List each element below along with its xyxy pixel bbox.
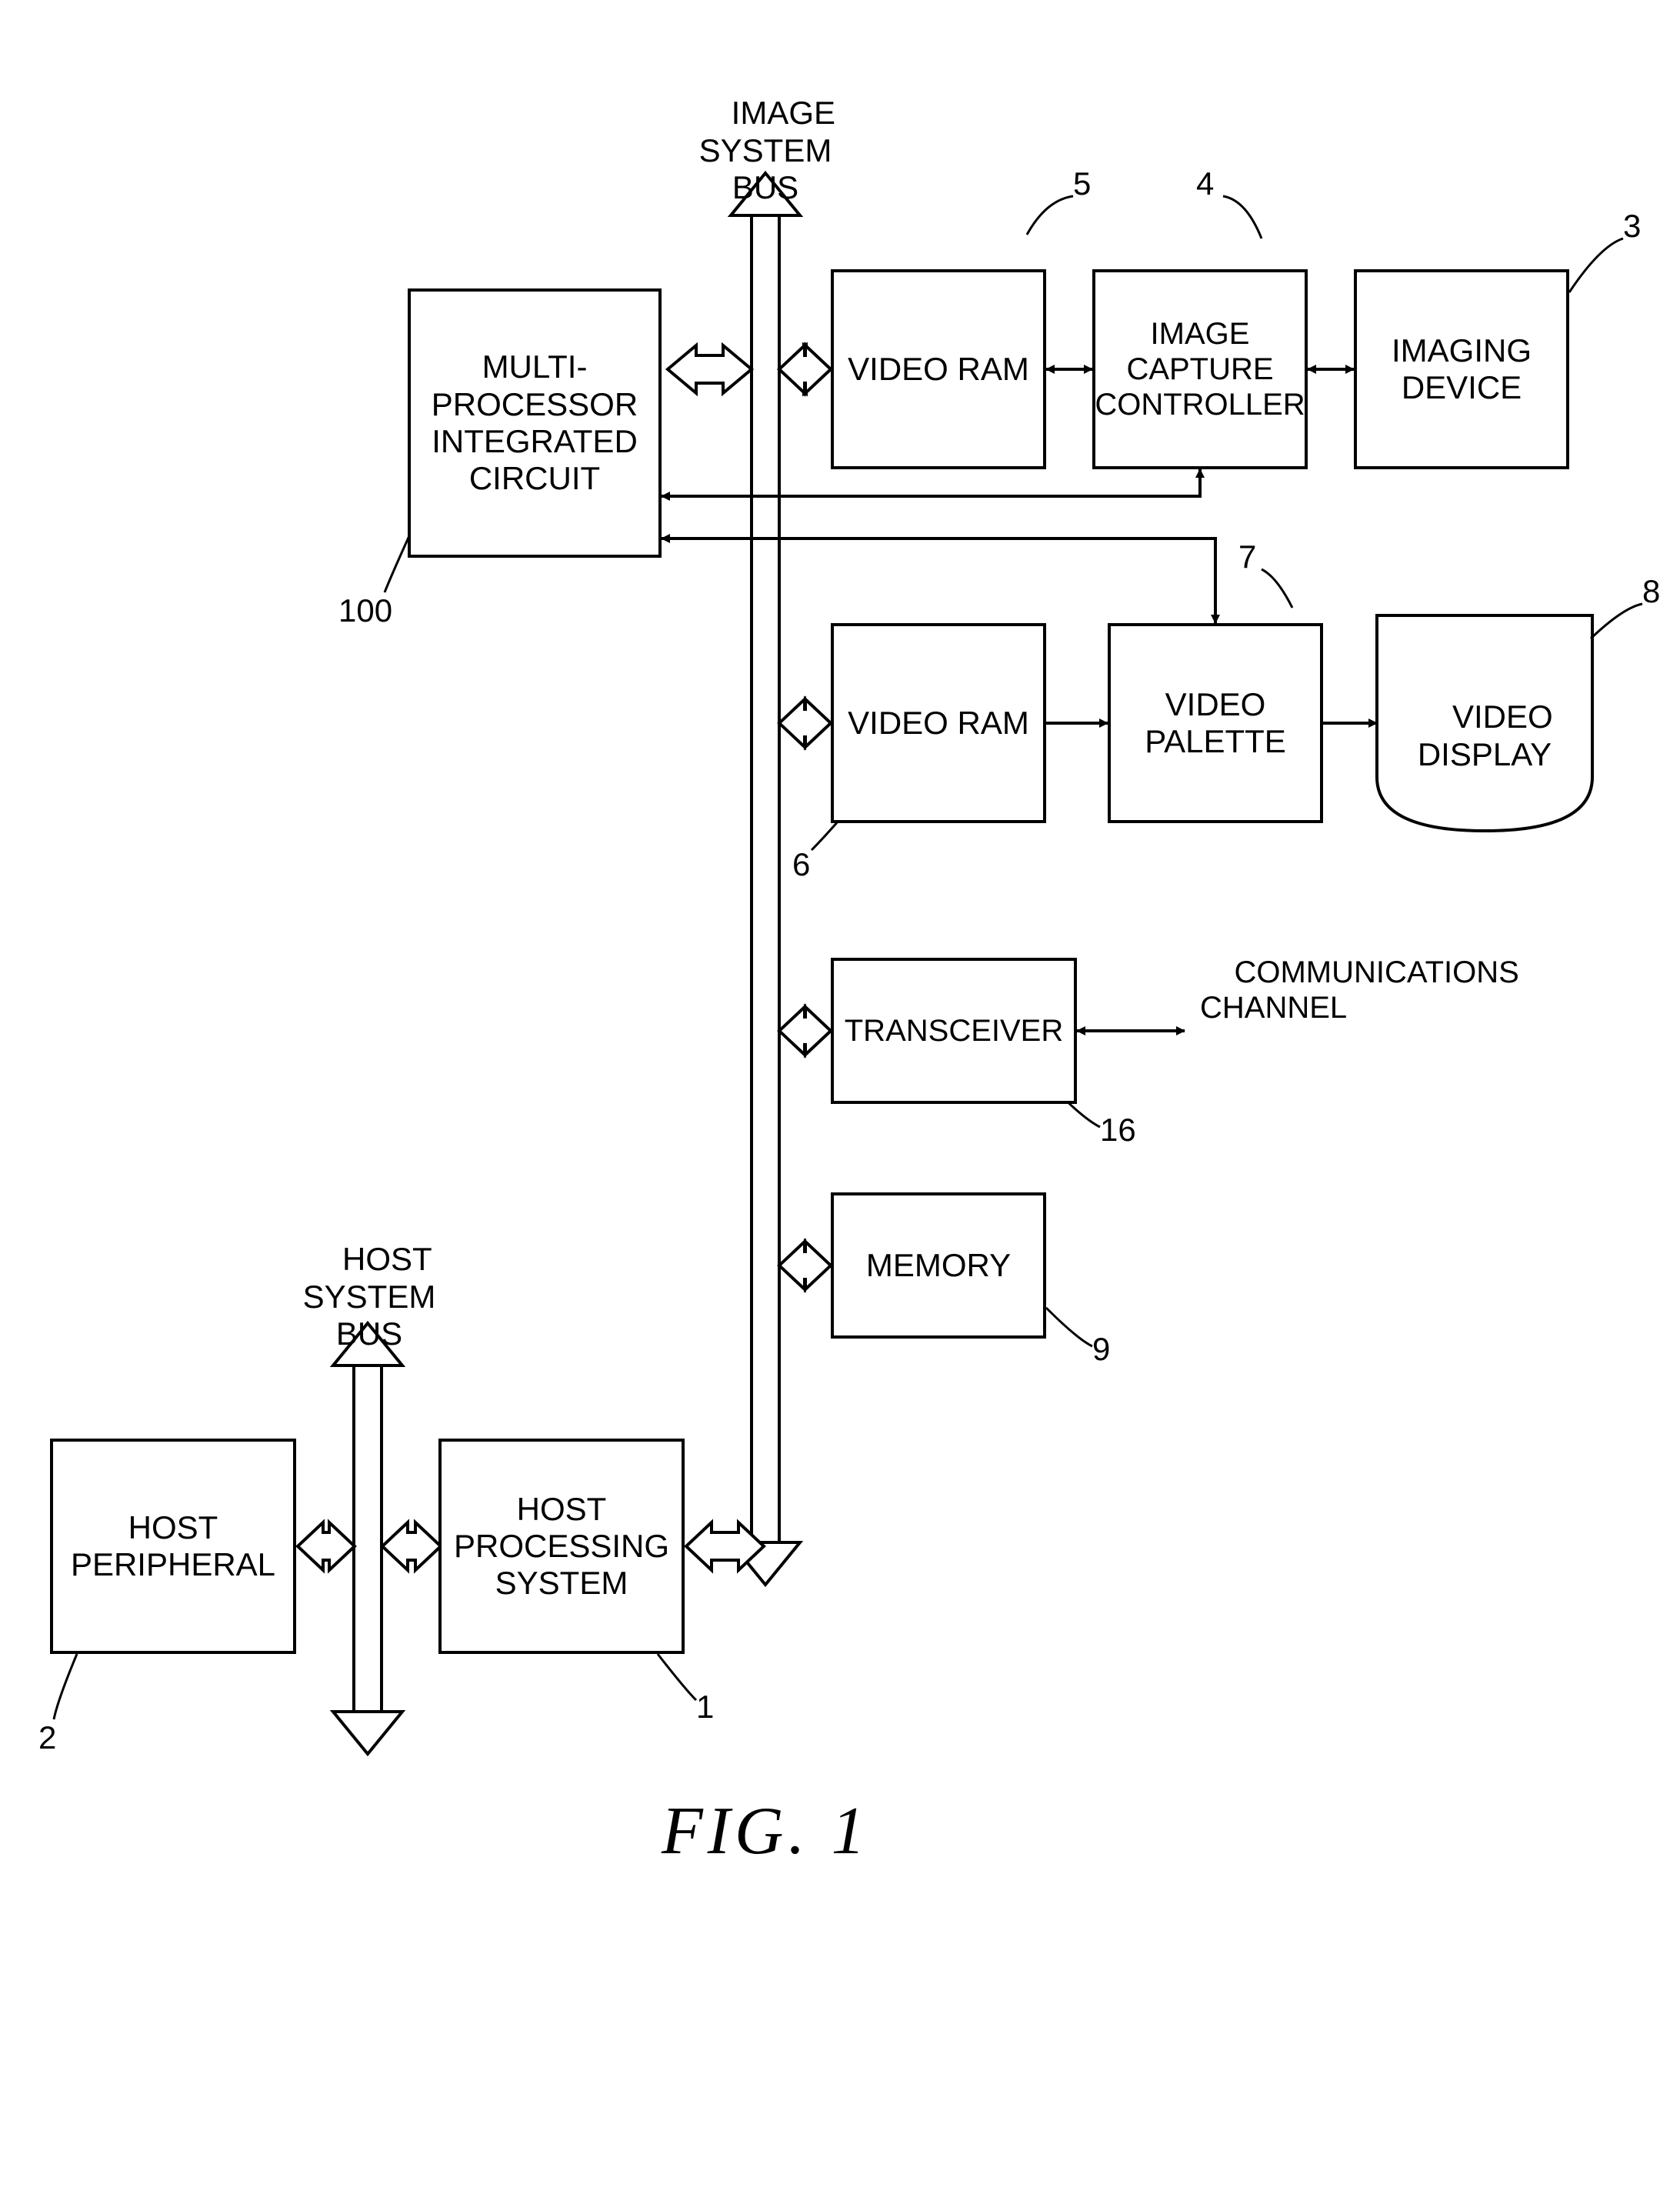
ref-5: 5 (1073, 165, 1091, 202)
node-label: IMAGE CAPTURE CONTROLLER (1095, 316, 1305, 422)
edge-host-to-hostbus (382, 1522, 441, 1570)
ref-4: 4 (1196, 165, 1214, 202)
node-transceiver: TRANSCEIVER (831, 958, 1077, 1104)
edge-mem-to-bus (779, 1242, 831, 1289)
ref-3: 3 (1623, 208, 1641, 245)
comm-channel-label: COMMUNICATIONS CHANNEL (1200, 919, 1523, 1061)
node-label: IMAGING DEVICE (1357, 332, 1566, 407)
node-video-palette: VIDEO PALETTE (1108, 623, 1323, 823)
node-memory: MEMORY (831, 1192, 1046, 1339)
ref-1: 1 (696, 1689, 714, 1726)
comm-channel-text: COMMUNICATIONS CHANNEL (1200, 955, 1519, 1025)
leader-9 (1046, 1308, 1092, 1346)
ref-9: 9 (1092, 1331, 1110, 1368)
leader-3 (1569, 238, 1623, 292)
ref-16: 16 (1100, 1112, 1136, 1149)
leader-1 (658, 1654, 696, 1700)
edge-vram6-to-bus (779, 699, 831, 747)
node-label: VIDEO PALETTE (1111, 686, 1320, 761)
node-label: MULTI- PROCESSOR INTEGRATED CIRCUIT (411, 348, 658, 497)
node-multiprocessor: MULTI- PROCESSOR INTEGRATED CIRCUIT (408, 288, 662, 558)
node-video-ram-top: VIDEO RAM (831, 269, 1046, 469)
diagram-canvas: MULTI- PROCESSOR INTEGRATED CIRCUIT VIDE… (0, 0, 1680, 2194)
ref-text: 2 (38, 1719, 56, 1756)
edge-vram5-to-bus (779, 345, 831, 393)
edge-mp-to-palette (662, 538, 1215, 623)
edge-periph-to-hostbus (298, 1522, 355, 1570)
ref-text: 4 (1196, 165, 1214, 202)
leader-4 (1223, 196, 1262, 238)
ref-6: 6 (792, 846, 810, 883)
image-system-bus-label: IMAGE SYSTEM BUS (669, 58, 862, 243)
leader-8 (1591, 604, 1642, 639)
host-system-bus-label: HOST SYSTEM BUS (277, 1204, 462, 1389)
bus-label-text: HOST SYSTEM BUS (303, 1241, 436, 1352)
edge-mp-to-bus (668, 345, 752, 393)
node-label: VIDEO DISPLAY (1418, 699, 1553, 772)
bus-label-text: IMAGE SYSTEM BUS (699, 95, 835, 205)
ref-text: 9 (1092, 1331, 1110, 1367)
ref-text: 6 (792, 846, 810, 882)
ref-2: 2 (38, 1719, 56, 1756)
edge-xcvr-to-bus (779, 1007, 831, 1055)
node-label: MEMORY (866, 1247, 1011, 1284)
node-video-ram-bottom: VIDEO RAM (831, 623, 1046, 823)
leader-5 (1027, 196, 1073, 235)
node-label: VIDEO RAM (848, 705, 1029, 742)
image-system-bus (731, 173, 800, 1585)
node-imaging-device: IMAGING DEVICE (1354, 269, 1569, 469)
node-image-capture: IMAGE CAPTURE CONTROLLER (1092, 269, 1308, 469)
ref-text: 16 (1100, 1112, 1136, 1148)
node-label: HOST PERIPHERAL (53, 1509, 293, 1584)
node-host-peripheral: HOST PERIPHERAL (50, 1439, 296, 1654)
ref-text: 3 (1623, 208, 1641, 244)
ref-text: 5 (1073, 165, 1091, 202)
node-label: TRANSCEIVER (845, 1013, 1064, 1049)
ref-text: 8 (1642, 573, 1660, 609)
node-label: VIDEO RAM (848, 351, 1029, 388)
figure-caption: FIG. 1 (662, 1792, 870, 1870)
leader-7 (1262, 569, 1292, 608)
ref-text: 100 (338, 592, 392, 629)
figure-caption-text: FIG. 1 (662, 1794, 870, 1869)
ref-text: 7 (1238, 538, 1256, 575)
edge-mp-to-icc-top (662, 469, 1200, 496)
ref-100: 100 (338, 592, 392, 629)
node-host-processing: HOST PROCESSING SYSTEM (438, 1439, 685, 1654)
ref-7: 7 (1238, 538, 1256, 575)
ref-text: 1 (696, 1689, 714, 1725)
node-video-display-text: VIDEO DISPLAY (1377, 662, 1592, 810)
ref-8: 8 (1642, 573, 1660, 610)
leader-2 (54, 1654, 77, 1719)
edge-vram5-to-bus-clean (779, 345, 831, 393)
node-label: HOST PROCESSING SYSTEM (442, 1491, 682, 1602)
edge-host-to-imgbus (686, 1522, 764, 1570)
